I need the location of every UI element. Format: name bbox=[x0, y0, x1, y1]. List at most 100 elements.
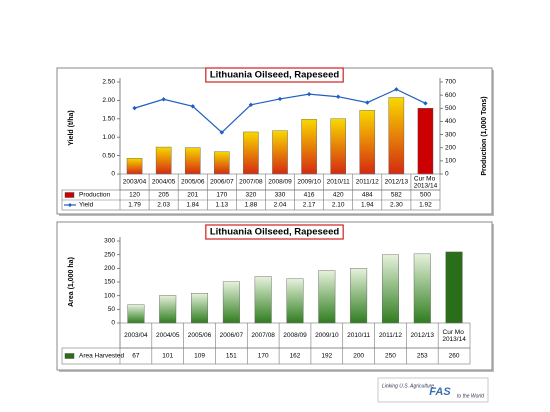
x-tick-label: 2007/08 bbox=[251, 332, 275, 339]
bar bbox=[214, 151, 230, 175]
bar bbox=[272, 130, 288, 175]
table-value: 101 bbox=[162, 353, 173, 360]
table-value: 170 bbox=[258, 353, 269, 360]
marker bbox=[132, 105, 137, 111]
table-value: 416 bbox=[304, 192, 315, 199]
table-value: 500 bbox=[420, 192, 431, 199]
title-box bbox=[205, 67, 344, 83]
y2-tick-label: 600 bbox=[445, 92, 456, 99]
y2-tick-label: 100 bbox=[445, 158, 456, 165]
y2-tick-label: 200 bbox=[445, 144, 456, 151]
table-value: 2.17 bbox=[303, 202, 316, 209]
y-tick-label: 200 bbox=[104, 265, 115, 272]
table-value: 1.79 bbox=[128, 202, 141, 209]
y-tick-label: 150 bbox=[104, 279, 115, 286]
y2-tick-label: 0 bbox=[445, 171, 449, 178]
y-tick-label: 0 bbox=[111, 171, 115, 178]
table-value: 162 bbox=[290, 353, 301, 360]
bar bbox=[222, 281, 240, 324]
table-value: 120 bbox=[129, 192, 140, 199]
x-tick-label: 2010/11 bbox=[347, 332, 370, 339]
title-box bbox=[205, 224, 344, 240]
x-tick-label: 2006/07 bbox=[210, 179, 234, 186]
y-axis-title: Yield (t/ha) bbox=[68, 110, 75, 146]
bar bbox=[159, 295, 177, 324]
table-value: 170 bbox=[216, 192, 227, 199]
y2-axis-title: Production (1,000 Tons) bbox=[481, 96, 488, 175]
logo-line2: to the World bbox=[457, 393, 484, 399]
bar bbox=[359, 110, 376, 175]
y-tick-label: 250 bbox=[104, 251, 115, 258]
x-tick-label: 2012/13 bbox=[385, 179, 409, 186]
table-value: 200 bbox=[353, 353, 364, 360]
x-tick-label: 2006/07 bbox=[220, 332, 244, 339]
table-value: 2.03 bbox=[157, 202, 170, 209]
bar bbox=[413, 253, 431, 324]
table-value: 1.88 bbox=[245, 202, 258, 209]
bar bbox=[127, 304, 145, 324]
legend-swatch bbox=[64, 192, 75, 198]
y-axis-title: Area (1,000 ha) bbox=[68, 257, 75, 307]
x-tick-label: 2003/04 bbox=[124, 332, 148, 339]
x-tick-label: 2004/05 bbox=[156, 332, 180, 339]
bar bbox=[184, 147, 201, 175]
table-value: 205 bbox=[158, 192, 169, 199]
chart-title: Lithuania Oilseed, Rapeseed bbox=[210, 70, 340, 81]
x-tick-label: 2009/10 bbox=[297, 179, 321, 186]
legend-marker bbox=[68, 203, 72, 207]
table-value: 250 bbox=[385, 353, 396, 360]
y-tick-label: 300 bbox=[104, 238, 115, 245]
table-value: 192 bbox=[321, 353, 332, 360]
x-tick-label: 2012/13 bbox=[411, 332, 435, 339]
bar bbox=[243, 131, 259, 175]
table-value: 582 bbox=[391, 192, 402, 199]
legend-label: Production bbox=[79, 192, 110, 199]
x-tick-label: 2011/12 bbox=[356, 179, 379, 186]
x-tick-label: Cur Mo 2013/14 bbox=[442, 329, 466, 343]
x-tick-label: 2005/06 bbox=[181, 179, 205, 186]
y-tick-label: 1.00 bbox=[102, 134, 115, 141]
table-value: 1.84 bbox=[186, 202, 199, 209]
table-value: 2.04 bbox=[274, 202, 287, 209]
x-tick-label: 2008/09 bbox=[268, 179, 292, 186]
x-tick-label: 2005/06 bbox=[188, 332, 212, 339]
table-value: 1.92 bbox=[419, 202, 432, 209]
marker bbox=[248, 102, 254, 108]
logo-text: FAS bbox=[429, 386, 451, 398]
bar bbox=[286, 278, 304, 324]
marker bbox=[335, 94, 341, 99]
bar bbox=[254, 276, 272, 324]
legend-swatch bbox=[64, 353, 75, 359]
x-tick-label: 2008/09 bbox=[283, 332, 307, 339]
chart-title: Lithuania Oilseed, Rapeseed bbox=[210, 227, 340, 238]
footer-logo: Linking U.S. Agriculture FAS to the Worl… bbox=[377, 377, 489, 403]
bar bbox=[417, 108, 434, 175]
table-value: 330 bbox=[275, 192, 286, 199]
marker bbox=[394, 87, 399, 92]
y2-tick-label: 300 bbox=[445, 131, 456, 138]
marker bbox=[219, 130, 225, 135]
x-tick-label: 2010/11 bbox=[327, 179, 350, 186]
bar bbox=[155, 146, 172, 175]
bar bbox=[445, 251, 463, 324]
y2-tick-label: 400 bbox=[445, 118, 456, 125]
table-value: 320 bbox=[245, 192, 256, 199]
y-tick-label: 0.50 bbox=[102, 152, 115, 159]
y-tick-label: 2.00 bbox=[102, 97, 115, 104]
bar bbox=[388, 97, 405, 175]
table-value: 253 bbox=[417, 353, 428, 360]
x-tick-label: Cur Mo 2013/14 bbox=[414, 175, 438, 189]
bar bbox=[126, 158, 143, 175]
bar bbox=[350, 268, 368, 324]
table-value: 201 bbox=[187, 192, 198, 199]
x-tick-label: 2011/12 bbox=[379, 332, 402, 339]
y2-tick-label: 700 bbox=[445, 79, 456, 86]
bar bbox=[381, 254, 399, 324]
table-value: 2.30 bbox=[390, 202, 403, 209]
marker bbox=[306, 91, 312, 97]
y-tick-label: 100 bbox=[104, 292, 115, 299]
table-value: 67 bbox=[132, 353, 140, 360]
bar bbox=[191, 293, 209, 324]
